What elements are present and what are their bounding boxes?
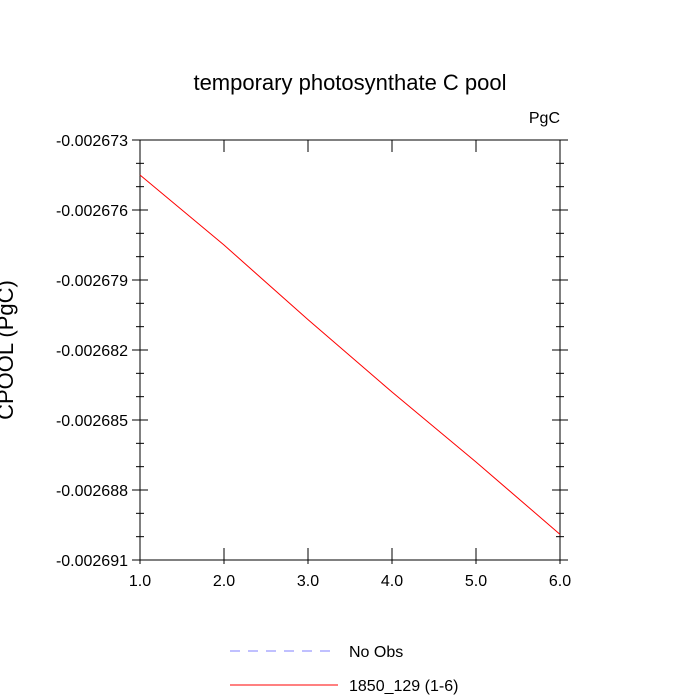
y-tick-label: -0.002688	[56, 483, 128, 500]
series-line-0	[139, 174, 561, 535]
y-axis-label: CPOOL (PgC)	[0, 280, 18, 420]
legend: No Obs 1850_129 (1-6)	[230, 644, 458, 695]
series-layer	[139, 174, 561, 535]
legend-label-0: No Obs	[349, 644, 403, 661]
y-tick-label: -0.002685	[56, 413, 128, 430]
x-tick-label: 4.0	[381, 573, 403, 590]
chart-title: temporary photosynthate C pool	[193, 70, 506, 95]
legend-label-1: 1850_129 (1-6)	[349, 678, 458, 695]
axis-ticks: 1.0 2.0 3.0 4.0 5.0 6.0 -0.002673 -0.002676 -0.0…	[56, 133, 571, 590]
y-tick-label: -0.002673	[56, 133, 128, 150]
x-tick-label: 2.0	[213, 573, 235, 590]
y-tick-label: -0.002679	[56, 273, 128, 290]
y-tick-label: -0.002691	[56, 553, 128, 570]
x-tick-label: 6.0	[549, 573, 571, 590]
units-label: PgC	[529, 110, 560, 127]
x-tick-label: 3.0	[297, 573, 319, 590]
x-tick-label: 1.0	[129, 573, 151, 590]
plot-frame	[139, 139, 561, 561]
y-tick-label: -0.002676	[56, 203, 128, 220]
x-tick-label: 5.0	[465, 573, 487, 590]
y-tick-label: -0.002682	[56, 343, 128, 360]
